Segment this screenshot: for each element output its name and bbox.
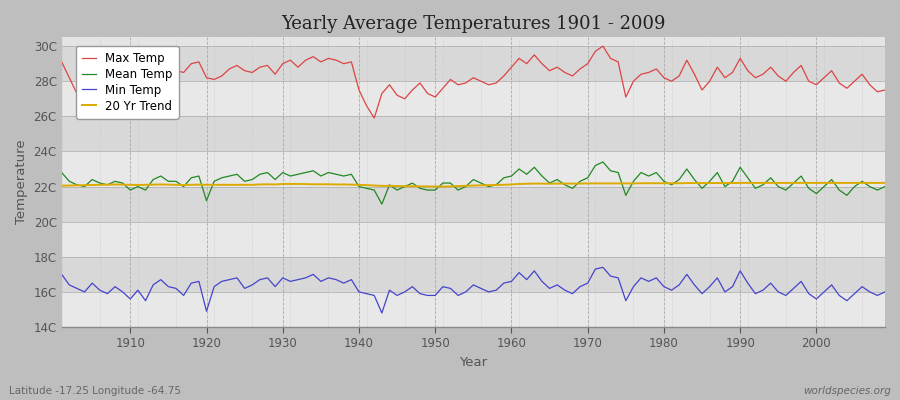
Bar [62, 257, 885, 292]
20 Yr Trend [285, 182, 296, 186]
Y-axis label: Temperature: Temperature [15, 140, 28, 224]
X-axis label: Year: Year [459, 356, 488, 369]
Mean Temp [879, 184, 890, 189]
Mean Temp [330, 172, 341, 177]
Min Temp [330, 277, 341, 282]
Mean Temp [514, 167, 525, 172]
Min Temp [506, 279, 517, 284]
Line: Mean Temp: Mean Temp [62, 162, 885, 204]
20 Yr Trend [117, 182, 128, 187]
Bar [62, 186, 885, 222]
20 Yr Trend [506, 182, 517, 187]
Mean Temp [376, 202, 387, 206]
Legend: Max Temp, Mean Temp, Min Temp, 20 Yr Trend: Max Temp, Mean Temp, Min Temp, 20 Yr Tre… [76, 46, 178, 119]
20 Yr Trend [605, 181, 616, 186]
20 Yr Trend [879, 180, 890, 185]
Max Temp [514, 56, 525, 61]
20 Yr Trend [330, 182, 341, 187]
Line: Max Temp: Max Temp [62, 46, 885, 118]
Max Temp [598, 44, 608, 48]
Max Temp [57, 60, 68, 64]
Max Temp [369, 116, 380, 120]
Min Temp [376, 310, 387, 315]
Bar [62, 152, 885, 186]
Text: worldspecies.org: worldspecies.org [803, 386, 891, 396]
Mean Temp [598, 160, 608, 164]
Mean Temp [57, 170, 68, 175]
Max Temp [117, 70, 128, 75]
Max Temp [613, 60, 624, 64]
Min Temp [57, 272, 68, 277]
20 Yr Trend [734, 180, 745, 185]
Min Temp [117, 290, 128, 294]
20 Yr Trend [430, 184, 441, 189]
Max Temp [330, 58, 341, 62]
Max Temp [506, 65, 517, 70]
Line: 20 Yr Trend: 20 Yr Trend [62, 183, 885, 186]
Title: Yearly Average Temperatures 1901 - 2009: Yearly Average Temperatures 1901 - 2009 [281, 15, 666, 33]
Mean Temp [506, 174, 517, 178]
Bar [62, 46, 885, 81]
20 Yr Trend [514, 182, 525, 186]
Min Temp [613, 276, 624, 280]
Bar [62, 81, 885, 116]
Text: Latitude -17.25 Longitude -64.75: Latitude -17.25 Longitude -64.75 [9, 386, 181, 396]
Bar [62, 116, 885, 152]
Min Temp [879, 290, 890, 294]
Min Temp [598, 265, 608, 270]
Min Temp [285, 279, 296, 284]
20 Yr Trend [57, 183, 68, 188]
Mean Temp [117, 181, 128, 186]
Max Temp [879, 88, 890, 92]
Line: Min Temp: Min Temp [62, 267, 885, 313]
Bar [62, 222, 885, 257]
Mean Temp [613, 170, 624, 175]
Max Temp [285, 58, 296, 62]
Bar [62, 292, 885, 327]
Mean Temp [285, 174, 296, 178]
Min Temp [514, 270, 525, 275]
